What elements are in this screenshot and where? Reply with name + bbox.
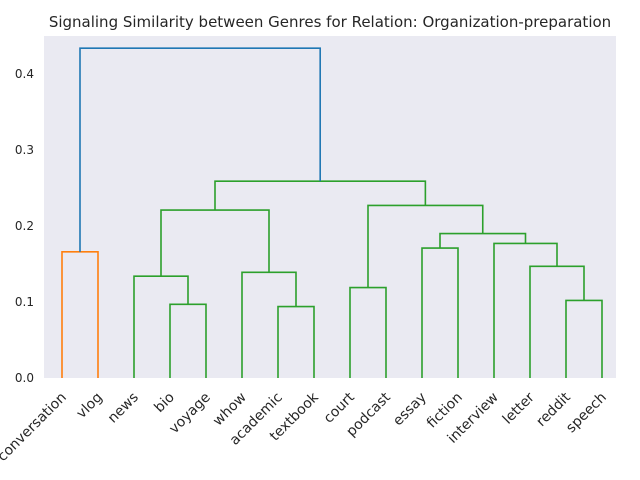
chart-title: Signaling Similarity between Genres for … — [49, 13, 611, 31]
y-axis: 0.0 0.1 0.2 0.3 0.4 — [15, 67, 34, 385]
dendrogram-link — [79, 47, 321, 252]
x-tick-label: conversation — [0, 390, 70, 465]
y-tick-label: 0.1 — [15, 295, 34, 309]
x-tick-label: vlog — [74, 390, 106, 422]
x-tick-label: letter — [500, 389, 538, 427]
plot-area — [44, 36, 616, 378]
x-axis: conversation vlog news biovoyagewhowacademi… — [0, 389, 610, 465]
x-tick-label: essay — [390, 390, 430, 430]
dendrogram-links — [61, 47, 603, 378]
y-tick-label: 0.2 — [15, 219, 34, 233]
y-tick-label: 0.4 — [15, 67, 34, 81]
x-tick-label: news — [105, 390, 142, 427]
y-tick-label: 0.0 — [15, 371, 34, 385]
x-tick-label: speech — [563, 390, 610, 437]
y-tick-label: 0.3 — [15, 143, 34, 157]
x-tick-label: bio — [151, 390, 177, 416]
